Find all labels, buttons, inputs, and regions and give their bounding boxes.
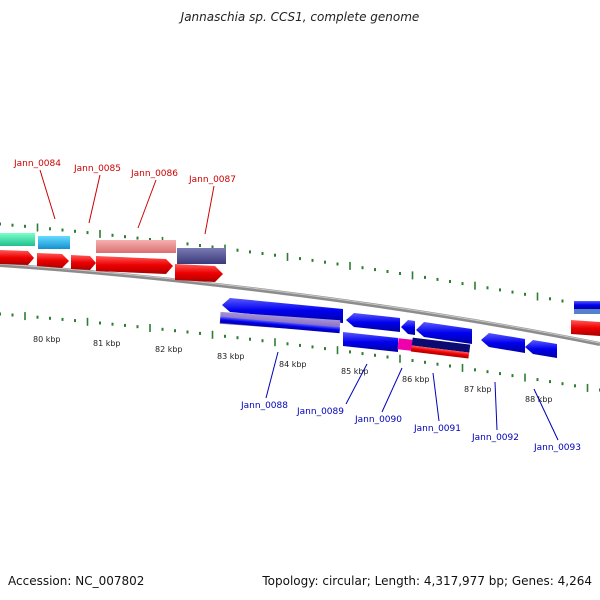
- cds-arrow[interactable]: [175, 264, 223, 282]
- cds-arrow[interactable]: [525, 340, 557, 358]
- cds-arrow[interactable]: [401, 320, 415, 335]
- cds-arrow[interactable]: [346, 313, 400, 332]
- forward-gene-labels: [39, 169, 215, 235]
- gene-label-jann-0084[interactable]: Jann_0084: [13, 159, 61, 169]
- reverse-feature-track: [219, 298, 600, 359]
- cds-arrow[interactable]: [0, 250, 34, 265]
- gene-label-jann-0086[interactable]: Jann_0086: [130, 169, 178, 179]
- scale-label: 85 kbp: [341, 367, 369, 376]
- gene-label-jann-0092[interactable]: Jann_0092: [471, 433, 519, 443]
- gene-jann-0087-feature[interactable]: [177, 248, 226, 264]
- gene-label-jann-0089[interactable]: Jann_0089: [296, 407, 344, 417]
- cds-arrow[interactable]: [416, 322, 472, 344]
- gene-jann-0084-feature[interactable]: [38, 236, 70, 249]
- gene-cluster-right[interactable]: [574, 301, 600, 309]
- scale-label: 84 kbp: [279, 360, 307, 369]
- cds-arrow[interactable]: [71, 255, 96, 270]
- cds-arrow[interactable]: [343, 332, 398, 352]
- reverse-tick-row: [0, 312, 600, 392]
- scale-label: 83 kbp: [217, 352, 245, 361]
- gene-label-jann-0091[interactable]: Jann_0091: [413, 424, 461, 434]
- reverse-gene-labels: [265, 351, 559, 441]
- scale-label: 80 kbp: [33, 335, 61, 344]
- genome-summary-text: Topology: circular; Length: 4,317,977 bp…: [262, 574, 592, 588]
- gene-label-jann-0085[interactable]: Jann_0085: [73, 164, 121, 174]
- cds-arrow[interactable]: [571, 320, 600, 336]
- forward-feature-track: [0, 233, 226, 282]
- scale-label: 87 kbp: [464, 385, 492, 394]
- cds-arrow[interactable]: [222, 298, 343, 323]
- gene-jann-0091-feature[interactable]: [411, 337, 471, 353]
- cds-arrow[interactable]: [96, 256, 173, 274]
- gene-label-jann-0093[interactable]: Jann_0093: [533, 443, 581, 453]
- gene-cluster-right-band: [574, 309, 600, 314]
- scale-label: 82 kbp: [155, 345, 183, 354]
- rrna-feature: [0, 233, 35, 246]
- gene-jann-0090-feature[interactable]: [397, 338, 413, 351]
- accession-text: Accession: NC_007802: [8, 574, 145, 588]
- genome-backbone: [0, 263, 600, 346]
- map-title: Jannaschia sp. CCS1, complete genome: [180, 10, 420, 24]
- blue-band-feature: [219, 316, 341, 334]
- gene-label-jann-0090[interactable]: Jann_0090: [354, 415, 402, 425]
- scale-label: 81 kbp: [93, 339, 121, 348]
- red-band-feature: [410, 345, 470, 359]
- gene-jann-0086-feature[interactable]: [96, 240, 176, 253]
- genome-backbone-highlight: [0, 263, 600, 344]
- cds-arrow[interactable]: [481, 333, 525, 353]
- gene-label-jann-0087[interactable]: Jann_0087: [188, 175, 236, 185]
- cds-arrow[interactable]: [37, 253, 69, 268]
- scale-label: 86 kbp: [402, 375, 430, 384]
- gene-label-jann-0088[interactable]: Jann_0088: [240, 401, 288, 411]
